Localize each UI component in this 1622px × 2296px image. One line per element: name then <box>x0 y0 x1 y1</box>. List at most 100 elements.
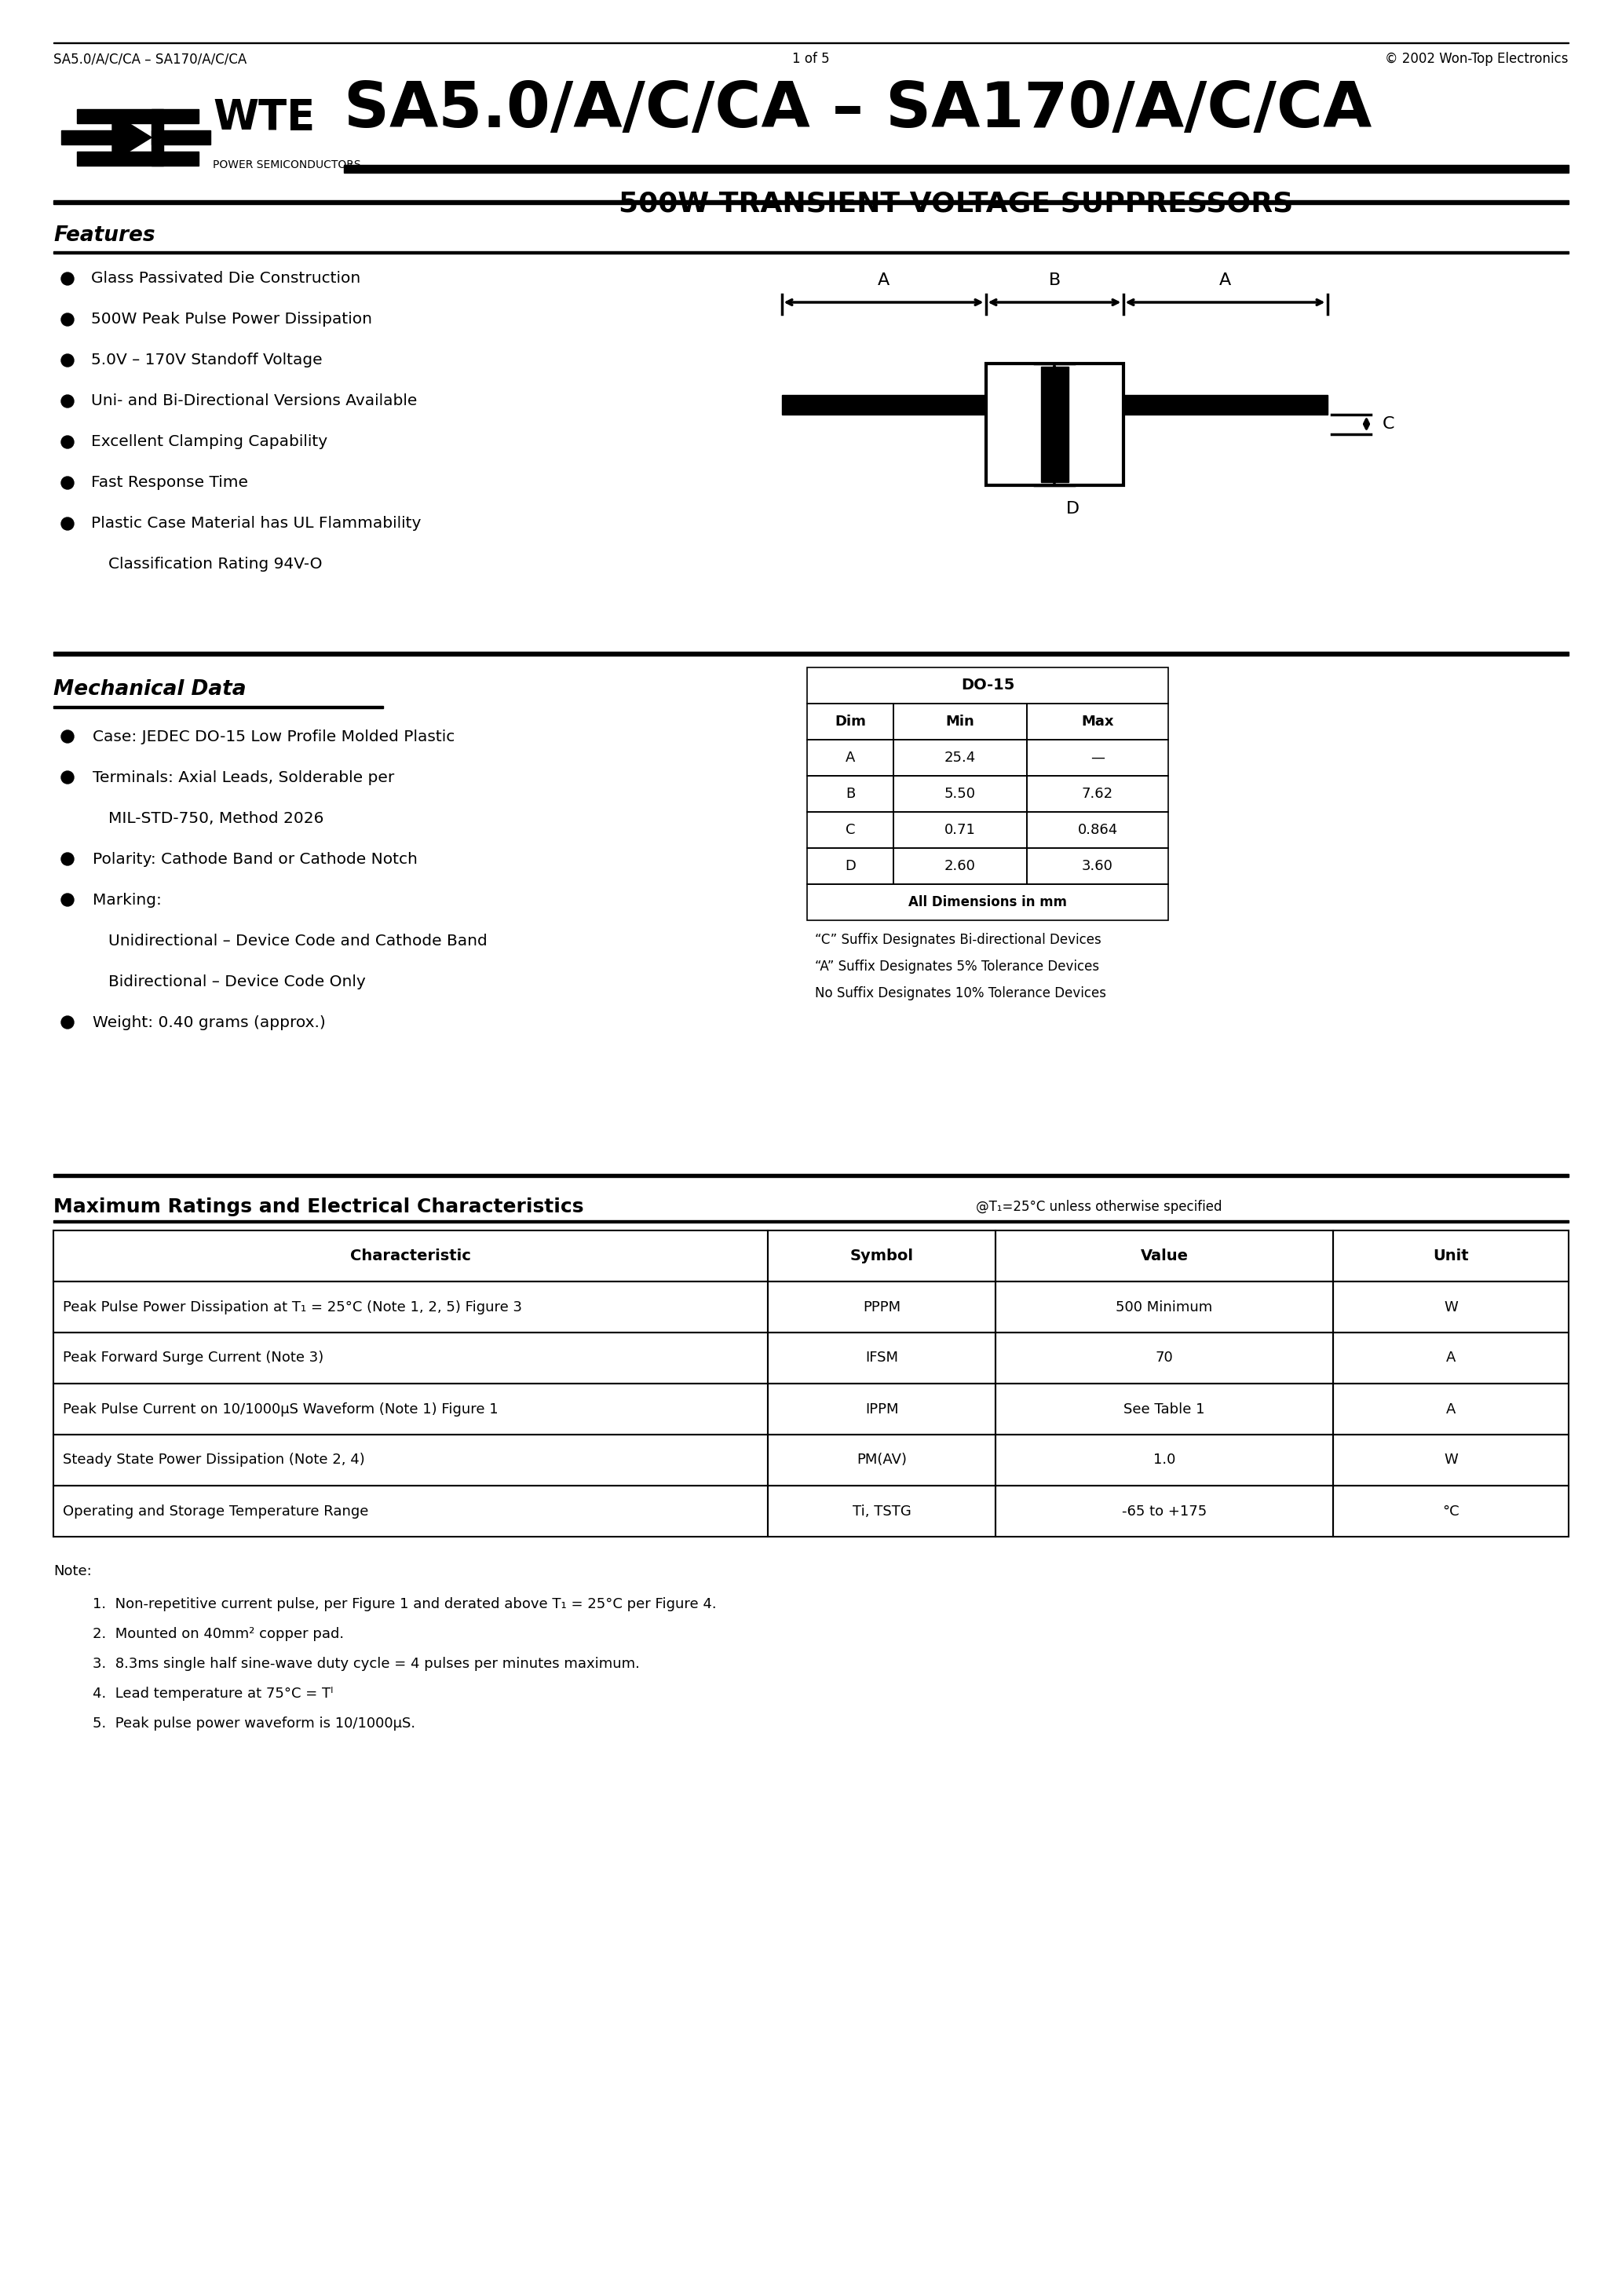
Text: 2.  Mounted on 40mm² copper pad.: 2. Mounted on 40mm² copper pad. <box>92 1628 344 1642</box>
Bar <box>894 703 1027 739</box>
Bar <box>767 1332 996 1384</box>
Text: 2.60: 2.60 <box>944 859 976 872</box>
Text: PM(AV): PM(AV) <box>856 1453 907 1467</box>
Circle shape <box>62 517 73 530</box>
Text: SA5.0/A/C/CA – SA170/A/C/CA: SA5.0/A/C/CA – SA170/A/C/CA <box>344 80 1372 140</box>
Text: 0.864: 0.864 <box>1077 822 1118 838</box>
Bar <box>54 1231 767 1281</box>
Text: 500 Minimum: 500 Minimum <box>1116 1300 1213 1313</box>
Bar <box>54 1384 767 1435</box>
Circle shape <box>62 1017 73 1029</box>
Text: B: B <box>1048 273 1061 289</box>
Bar <box>808 668 1168 703</box>
Text: Dim: Dim <box>835 714 866 728</box>
Text: C: C <box>1382 416 1395 432</box>
Bar <box>894 739 1027 776</box>
Text: Weight: 0.40 grams (approx.): Weight: 0.40 grams (approx.) <box>92 1015 326 1031</box>
Text: Operating and Storage Temperature Range: Operating and Storage Temperature Range <box>63 1504 368 1518</box>
Text: 0.71: 0.71 <box>944 822 976 838</box>
Text: 25.4: 25.4 <box>944 751 976 765</box>
Bar <box>808 739 894 776</box>
Text: Polarity: Cathode Band or Cathode Notch: Polarity: Cathode Band or Cathode Notch <box>92 852 417 866</box>
Bar <box>54 1281 767 1332</box>
Text: Characteristic: Characteristic <box>350 1249 470 1263</box>
Bar <box>782 395 986 413</box>
Bar <box>996 1486 1333 1536</box>
Text: 1.0: 1.0 <box>1153 1453 1176 1467</box>
Bar <box>151 110 164 165</box>
Bar <box>62 131 112 145</box>
Text: 1 of 5: 1 of 5 <box>792 53 830 67</box>
Text: 7.62: 7.62 <box>1082 788 1113 801</box>
Text: “A” Suffix Designates 5% Tolerance Devices: “A” Suffix Designates 5% Tolerance Devic… <box>814 960 1100 974</box>
Bar <box>54 1486 767 1536</box>
Bar <box>894 813 1027 847</box>
Text: Classification Rating 94V-O: Classification Rating 94V-O <box>109 558 323 572</box>
Bar <box>1333 1281 1568 1332</box>
Text: IFSM: IFSM <box>865 1350 899 1366</box>
Text: 500W TRANSIENT VOLTAGE SUPPRESSORS: 500W TRANSIENT VOLTAGE SUPPRESSORS <box>620 191 1293 218</box>
Text: B: B <box>845 788 855 801</box>
Bar <box>996 1384 1333 1435</box>
Text: 1.  Non-repetitive current pulse, per Figure 1 and derated above T₁ = 25°C per F: 1. Non-repetitive current pulse, per Fig… <box>92 1598 717 1612</box>
Bar <box>767 1281 996 1332</box>
Bar <box>1333 1486 1568 1536</box>
Text: A: A <box>1445 1350 1455 1366</box>
Text: Uni- and Bi-Directional Versions Available: Uni- and Bi-Directional Versions Availab… <box>91 395 417 409</box>
Text: WTE: WTE <box>212 96 315 138</box>
Text: Peak Pulse Current on 10/1000μS Waveform (Note 1) Figure 1: Peak Pulse Current on 10/1000μS Waveform… <box>63 1403 498 1417</box>
Text: Peak Forward Surge Current (Note 3): Peak Forward Surge Current (Note 3) <box>63 1350 324 1366</box>
Text: Marking:: Marking: <box>92 893 162 907</box>
Circle shape <box>62 273 73 285</box>
Text: A: A <box>1445 1403 1455 1417</box>
Bar <box>54 652 1568 657</box>
Text: W: W <box>1444 1453 1458 1467</box>
Text: 5.0V – 170V Standoff Voltage: 5.0V – 170V Standoff Voltage <box>91 354 323 367</box>
Text: A: A <box>1220 273 1231 289</box>
Circle shape <box>62 354 73 367</box>
Text: No Suffix Designates 10% Tolerance Devices: No Suffix Designates 10% Tolerance Devic… <box>814 987 1106 1001</box>
Bar <box>1041 367 1069 482</box>
Bar <box>54 1219 1568 1221</box>
Text: D: D <box>1066 501 1080 517</box>
Text: A: A <box>878 273 889 289</box>
Text: Min: Min <box>946 714 975 728</box>
Text: MIL-STD-750, Method 2026: MIL-STD-750, Method 2026 <box>109 810 324 827</box>
Bar <box>1027 776 1168 813</box>
Text: © 2002 Won-Top Electronics: © 2002 Won-Top Electronics <box>1385 53 1568 67</box>
Text: Glass Passivated Die Construction: Glass Passivated Die Construction <box>91 271 360 287</box>
Text: -65 to +175: -65 to +175 <box>1122 1504 1207 1518</box>
Text: D: D <box>845 859 856 872</box>
Bar <box>164 131 211 145</box>
Text: W: W <box>1444 1300 1458 1313</box>
Text: —: — <box>1090 751 1105 765</box>
Text: Features: Features <box>54 225 156 246</box>
Text: A: A <box>845 751 855 765</box>
Text: C: C <box>845 822 855 838</box>
Text: @T₁=25°C unless otherwise specified: @T₁=25°C unless otherwise specified <box>976 1201 1221 1215</box>
Text: Case: JEDEC DO-15 Low Profile Molded Plastic: Case: JEDEC DO-15 Low Profile Molded Pla… <box>92 730 454 744</box>
Text: Mechanical Data: Mechanical Data <box>54 680 247 700</box>
Bar <box>808 884 1168 921</box>
Polygon shape <box>112 113 151 161</box>
Bar <box>1333 1332 1568 1384</box>
Text: SA5.0/A/C/CA – SA170/A/C/CA: SA5.0/A/C/CA – SA170/A/C/CA <box>54 53 247 67</box>
Bar <box>54 1435 767 1486</box>
Text: IPPM: IPPM <box>865 1403 899 1417</box>
Text: Unit: Unit <box>1432 1249 1470 1263</box>
Bar <box>54 705 383 707</box>
Bar <box>1027 703 1168 739</box>
Text: Fast Response Time: Fast Response Time <box>91 475 248 491</box>
Text: Max: Max <box>1082 714 1114 728</box>
Bar <box>76 152 198 165</box>
Circle shape <box>62 893 73 907</box>
Text: 500W Peak Pulse Power Dissipation: 500W Peak Pulse Power Dissipation <box>91 312 371 326</box>
Text: 5.50: 5.50 <box>944 788 976 801</box>
Circle shape <box>62 852 73 866</box>
Text: “C” Suffix Designates Bi-directional Devices: “C” Suffix Designates Bi-directional Dev… <box>814 932 1101 946</box>
Bar <box>54 200 1568 204</box>
Bar <box>996 1332 1333 1384</box>
Circle shape <box>62 478 73 489</box>
Text: °C: °C <box>1442 1504 1460 1518</box>
Bar <box>1333 1435 1568 1486</box>
